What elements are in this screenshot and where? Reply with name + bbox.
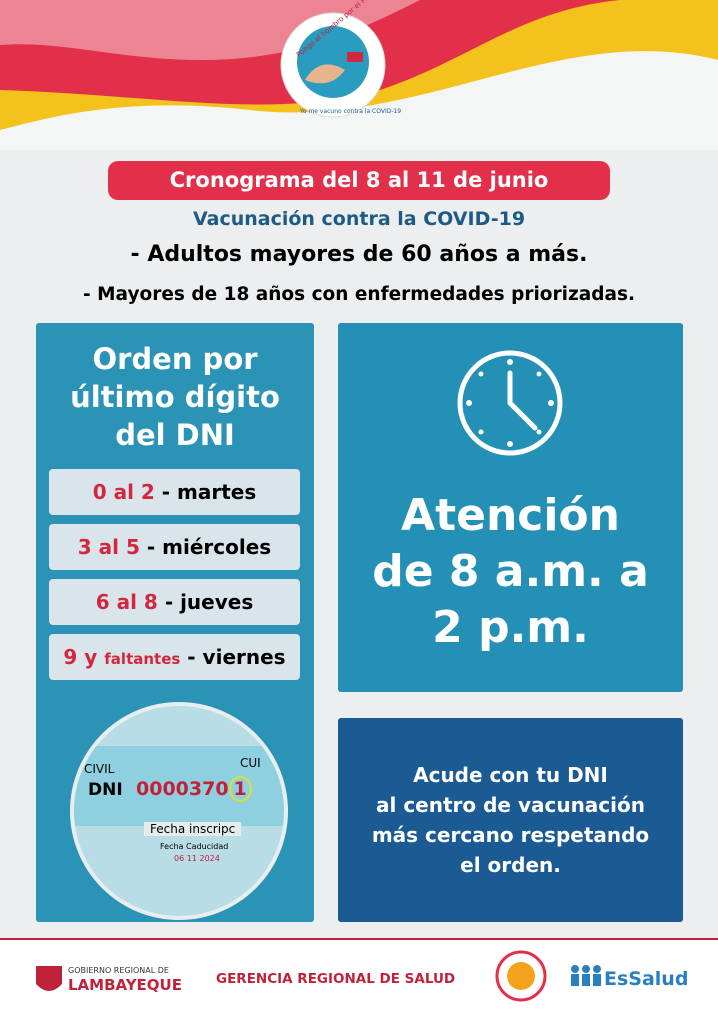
order-title-line: Orden por: [92, 342, 258, 376]
dni-text: CUI: [240, 756, 261, 770]
essalud-icon: [571, 965, 601, 986]
order-title-line: último dígito: [70, 380, 280, 414]
dni-image: CIVIL CUI DNI 0000370 1 Fecha inscripc Fe…: [70, 702, 288, 920]
schedule-row: 9 y faltantes - viernes: [49, 634, 300, 680]
essalud-name: EsSalud: [604, 968, 689, 990]
seal-logo: [495, 950, 547, 1002]
instruction-line: Acude con tu DNI: [413, 763, 608, 787]
instruction-panel: [338, 718, 683, 922]
dni-text: Fecha Caducidad: [160, 842, 229, 851]
day: - martes: [161, 480, 257, 504]
clock-icon: [457, 350, 563, 456]
hours-line: de 8 a.m. a: [372, 546, 649, 597]
badge-text: Yo me vacuno contra la COVID-19: [300, 108, 402, 115]
digits: 6 al 8: [95, 590, 158, 614]
group-line: - Adultos mayores de 60 años a más.: [130, 242, 588, 267]
schedule-row: 6 al 8 - jueves: [49, 579, 300, 625]
day: - viernes: [187, 645, 286, 669]
header-graphic: [0, 0, 718, 150]
dni-text: 06 11 2024: [174, 854, 220, 863]
instruction-line: el orden.: [460, 853, 561, 877]
health-office: GERENCIA REGIONAL DE SALUD: [216, 971, 456, 987]
gov-logo: [36, 966, 62, 991]
instruction-line: al centro de vacunación: [376, 793, 645, 817]
digits: 3 al 5: [77, 535, 140, 559]
digits: 0 al 2: [92, 480, 155, 504]
dni-text: Fecha inscripc: [144, 822, 242, 836]
dni-number: 0000370: [136, 778, 229, 800]
dni-last-digit: 1: [228, 776, 252, 802]
gov-name: LAMBAYEQUE: [68, 976, 182, 994]
hours-text: Atención de 8 a.m. a 2 p.m.: [338, 488, 683, 656]
group-line: - Mayores de 18 años con enfermedades pr…: [83, 284, 635, 305]
hours-line: Atención: [401, 490, 620, 541]
subtitle: Vacunación contra la COVID-19: [192, 208, 526, 230]
day: - jueves: [164, 590, 254, 614]
instruction-text: Acude con tu DNI al centro de vacunación…: [338, 760, 683, 880]
day: - miércoles: [146, 535, 272, 559]
hours-line: 2 p.m.: [432, 602, 589, 653]
schedule-row: 0 al 2 - martes: [49, 469, 300, 515]
banner: Cronograma del 8 al 11 de junio: [108, 161, 610, 200]
digits: 9 y: [63, 645, 98, 669]
gov-name: GOBIERNO REGIONAL DE: [68, 966, 169, 975]
dni-band: [74, 746, 284, 826]
schedule-row: 3 al 5 - miércoles: [49, 524, 300, 570]
dni-text: DNI: [88, 780, 123, 800]
dni-text: CIVIL: [84, 762, 115, 776]
dni-number: 0000370 1: [136, 776, 252, 802]
order-title-line: del DNI: [115, 418, 235, 452]
instruction-line: más cercano respetando: [371, 823, 650, 847]
digits-extra: faltantes: [104, 650, 181, 668]
order-title: Orden por último dígito del DNI: [36, 340, 314, 454]
